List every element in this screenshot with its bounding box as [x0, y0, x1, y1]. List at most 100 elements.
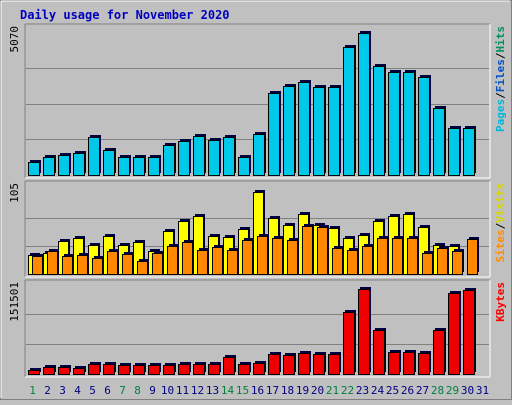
- legend-item: /: [494, 222, 507, 229]
- day-label-17: 17: [266, 384, 279, 397]
- bar-hits-day-16: [253, 134, 265, 176]
- bar-kbytes-day-8: [133, 365, 145, 375]
- legend-bottom: KBytes: [494, 282, 507, 322]
- bar-kbytes-day-30: [463, 290, 475, 375]
- day-label-2: 2: [44, 384, 51, 397]
- bar-sites-day-2: [47, 251, 58, 275]
- y-max-label: 5070: [8, 26, 21, 53]
- day-label-3: 3: [59, 384, 66, 397]
- legend-item: /: [494, 92, 507, 99]
- bar-kbytes-day-10: [163, 365, 175, 375]
- day-label-23: 23: [356, 384, 369, 397]
- bar-sites-day-7: [122, 254, 133, 275]
- bar-sites-day-26: [407, 238, 418, 275]
- bar-hits-day-7: [118, 157, 130, 176]
- bar-kbytes-day-15: [238, 364, 250, 375]
- bar-kbytes-day-2: [43, 367, 55, 375]
- bar-hits-day-13: [208, 140, 220, 176]
- bar-kbytes-day-22: [343, 312, 355, 375]
- day-label-11: 11: [176, 384, 189, 397]
- panel-top: 5070 Pages/Files/Hits: [8, 23, 507, 179]
- legend-top: Pages/Files/Hits: [494, 26, 507, 132]
- bar-kbytes-day-11: [178, 364, 190, 375]
- bar-sites-day-21: [332, 248, 343, 275]
- bar-sites-day-13: [212, 247, 223, 275]
- bar-kbytes-day-14: [223, 357, 235, 375]
- bar-kbytes-day-1: [28, 370, 40, 375]
- bar-hits-day-30: [463, 128, 475, 176]
- series-sites: [32, 224, 479, 275]
- day-label-31: 31: [476, 384, 489, 397]
- bar-sites-day-8: [137, 261, 148, 275]
- bar-kbytes-day-12: [193, 364, 205, 375]
- day-label-22: 22: [341, 384, 354, 397]
- day-label-14: 14: [221, 384, 235, 397]
- bar-sites-day-10: [167, 246, 178, 275]
- bar-hits-day-9: [148, 157, 160, 176]
- legend-item: /: [494, 52, 507, 59]
- bar-kbytes-day-24: [373, 330, 385, 375]
- series-hits: [28, 31, 476, 176]
- bar-kbytes-day-7: [118, 365, 130, 375]
- bar-hits-day-17: [268, 93, 280, 176]
- bar-sites-day-12: [197, 250, 208, 275]
- day-label-1: 1: [29, 384, 36, 397]
- bar-kbytes-day-17: [268, 354, 280, 375]
- day-label-20: 20: [311, 384, 324, 397]
- bar-sites-day-6: [107, 251, 118, 275]
- bar-sites-day-5: [92, 258, 103, 275]
- day-label-10: 10: [161, 384, 174, 397]
- day-label-8: 8: [134, 384, 141, 397]
- bar-sites-day-18: [287, 240, 298, 275]
- y-max-label: 105: [8, 183, 21, 203]
- bar-sites-day-22: [347, 250, 358, 275]
- bar-sites-day-30: [467, 239, 478, 275]
- day-label-16: 16: [251, 384, 264, 397]
- day-label-29: 29: [446, 384, 459, 397]
- day-label-28: 28: [431, 384, 444, 397]
- bar-sites-day-25: [392, 238, 403, 275]
- day-label-18: 18: [281, 384, 294, 397]
- bar-hits-day-3: [58, 155, 70, 176]
- bar-kbytes-day-23: [358, 289, 370, 375]
- bar-hits-day-14: [223, 137, 235, 176]
- legend-item: Hits: [494, 26, 507, 53]
- day-label-12: 12: [191, 384, 204, 397]
- bar-sites-day-4: [77, 255, 88, 275]
- panels: 5070Pages/Files/Hits105Sites/Visits15150…: [8, 23, 507, 378]
- day-label-13: 13: [206, 384, 219, 397]
- bar-hits-day-28: [433, 108, 445, 176]
- bar-sites-day-23: [362, 246, 373, 275]
- bar-sites-day-29: [452, 251, 463, 275]
- bar-hits-day-2: [43, 157, 55, 176]
- bar-sites-day-11: [182, 242, 193, 275]
- bar-sites-day-24: [377, 238, 388, 275]
- bar-sites-day-16: [257, 236, 268, 275]
- day-label-6: 6: [104, 384, 111, 397]
- bar-sites-day-27: [422, 253, 433, 275]
- series-kbytes: [28, 287, 476, 375]
- bar-hits-day-5: [88, 137, 100, 176]
- day-label-21: 21: [326, 384, 339, 397]
- bar-kbytes-day-16: [253, 363, 265, 375]
- bar-kbytes-day-4: [73, 368, 85, 375]
- bar-hits-day-8: [133, 157, 145, 176]
- bar-hits-day-10: [163, 145, 175, 176]
- bar-hits-day-19: [298, 82, 310, 176]
- bar-hits-day-4: [73, 153, 85, 176]
- bar-kbytes-day-18: [283, 355, 295, 375]
- bar-hits-day-18: [283, 86, 295, 176]
- bar-kbytes-day-6: [103, 364, 115, 375]
- bar-hits-day-27: [418, 77, 430, 176]
- bar-sites-day-17: [272, 238, 283, 275]
- bar-kbytes-day-3: [58, 367, 70, 375]
- day-label-19: 19: [296, 384, 309, 397]
- day-label-9: 9: [149, 384, 156, 397]
- day-label-15: 15: [236, 384, 249, 397]
- bar-sites-day-1: [32, 256, 43, 275]
- legend-item: Files: [494, 59, 507, 92]
- day-labels: 1 2 3 4 5 6 7 8 9 10 11 12 13 14 15 16 17 18 19 20 21 22 23 24 2…: [29, 384, 489, 397]
- bar-kbytes-day-20: [313, 354, 325, 375]
- bar-sites-day-9: [152, 253, 163, 275]
